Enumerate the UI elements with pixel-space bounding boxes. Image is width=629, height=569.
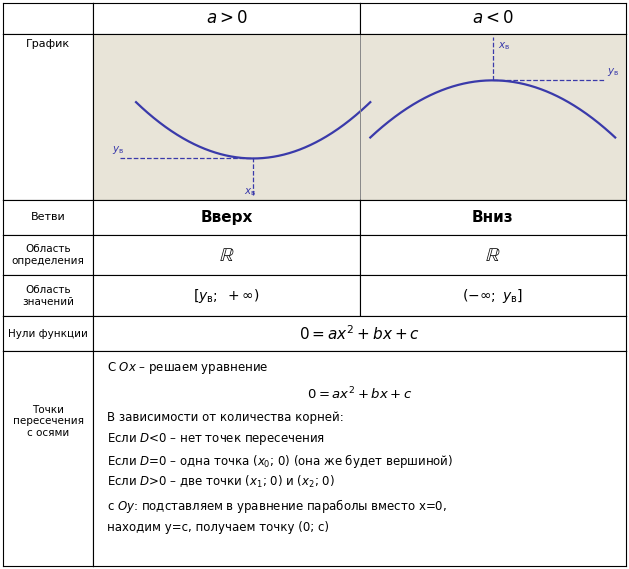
Text: $a > 0$: $a > 0$	[206, 10, 248, 27]
Text: С $Ox$ – решаем уравнение: С $Ox$ – решаем уравнение	[107, 360, 268, 376]
Text: $\mathbb{R}$: $\mathbb{R}$	[485, 246, 501, 265]
Text: $\mathbb{R}$: $\mathbb{R}$	[219, 246, 234, 265]
Text: Область
определения: Область определения	[12, 245, 85, 266]
Text: Нули функции: Нули функции	[8, 328, 88, 339]
Text: $a < 0$: $a < 0$	[472, 10, 514, 27]
Text: $x_{\rm в}$: $x_{\rm в}$	[498, 40, 510, 52]
Text: Ветви: Ветви	[31, 212, 65, 222]
Text: Область
значений: Область значений	[22, 285, 74, 307]
Text: В зависимости от количества корней:: В зависимости от количества корней:	[107, 411, 343, 424]
Text: Если $D$=0 – одна точка ($x_0$; 0) (она же будет вершиной): Если $D$=0 – одна точка ($x_0$; 0) (она …	[107, 452, 453, 470]
Text: Вверх: Вверх	[201, 210, 253, 225]
Text: $(-\infty;\ y_{\rm в}]$: $(-\infty;\ y_{\rm в}]$	[462, 287, 523, 305]
Text: $0 = ax^2 + bx + c$: $0 = ax^2 + bx + c$	[299, 324, 420, 343]
Text: $y_{\rm в}$: $y_{\rm в}$	[112, 144, 125, 156]
Text: $x_{\rm в}$: $x_{\rm в}$	[245, 187, 257, 199]
Text: Если $D$<0 – нет точек пересечения: Если $D$<0 – нет точек пересечения	[107, 431, 325, 447]
Text: Если $D$>0 – две точки ($x_1$; 0) и ($x_2$; 0): Если $D$>0 – две точки ($x_1$; 0) и ($x_…	[107, 474, 335, 490]
Text: График: График	[26, 39, 70, 49]
Text: $y_{\rm в}$: $y_{\rm в}$	[607, 66, 620, 78]
Text: $0 = ax^2 + bx + c$: $0 = ax^2 + bx + c$	[307, 386, 413, 402]
Text: $[y_{\rm в};\ +\infty)$: $[y_{\rm в};\ +\infty)$	[193, 287, 260, 305]
Text: находим y=c, получаем точку (0; c): находим y=c, получаем точку (0; c)	[107, 521, 329, 534]
Text: Точки
пересечения
с осями: Точки пересечения с осями	[13, 405, 84, 438]
Text: Вниз: Вниз	[472, 210, 513, 225]
Text: с $Oy$: подставляем в уравнение параболы вместо x=0,: с $Oy$: подставляем в уравнение параболы…	[107, 497, 447, 515]
